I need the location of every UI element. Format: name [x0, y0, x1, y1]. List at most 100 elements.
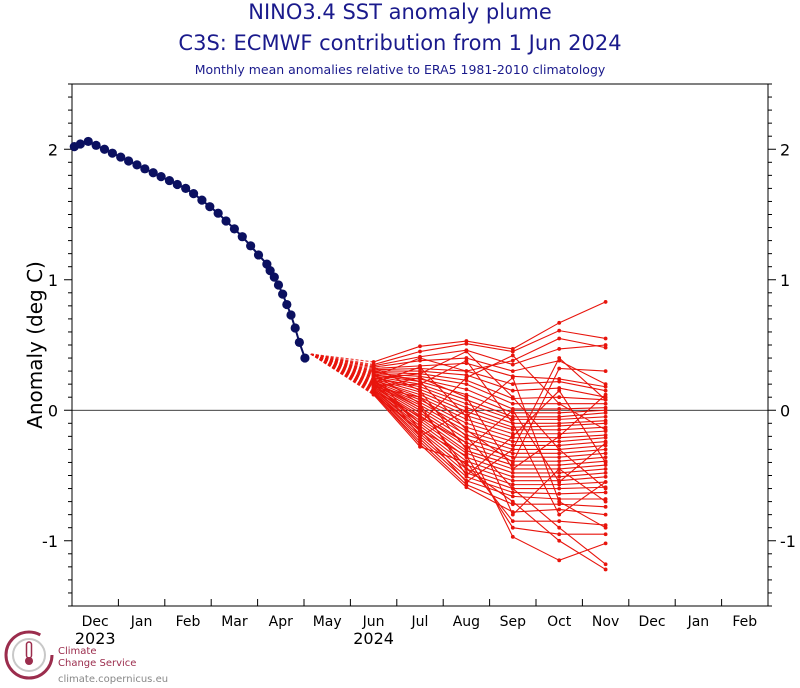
forecast-point [464, 405, 469, 410]
forecast-point [603, 401, 608, 406]
forecast-point [510, 463, 515, 467]
forecast-point [557, 395, 562, 400]
forecast-point [464, 467, 469, 471]
forecast-point [510, 502, 515, 507]
forecast-member-line [373, 350, 606, 489]
forecast-point [464, 454, 469, 458]
forecast-point [603, 336, 608, 341]
observed-point [265, 266, 275, 276]
forecast-member-line [373, 378, 606, 428]
forecast-point [557, 328, 562, 333]
observed-point [290, 323, 300, 333]
forecast-point [510, 467, 515, 471]
forecast-point [557, 439, 562, 444]
observed-point [286, 310, 296, 320]
forecast-point [603, 499, 608, 504]
forecast-point [557, 463, 562, 467]
forecast-point [603, 421, 608, 426]
forecast-point [557, 538, 562, 543]
observed-point [107, 148, 117, 158]
forecast-point [603, 486, 608, 491]
observed-point [140, 164, 150, 174]
forecast-point [557, 467, 562, 471]
forecast-point [510, 482, 515, 487]
observed-point [164, 175, 175, 186]
forecast-point [510, 388, 515, 393]
forecast-member-line [373, 301, 606, 363]
forecast-point [464, 395, 469, 400]
x-tick-label: Dec [638, 614, 665, 630]
forecast-point [510, 525, 515, 530]
forecast-point [371, 392, 376, 397]
forecast-member-line [373, 373, 606, 405]
forecast-point [557, 421, 562, 426]
chart-subtitle: C3S: ECMWF contribution from 1 Jun 2024 [178, 31, 622, 55]
forecast-point [510, 470, 515, 475]
y-tick-label-right: -1 [780, 532, 796, 551]
forecast-point [603, 443, 608, 448]
forecast-point [603, 392, 608, 397]
forecast-member-line [373, 391, 606, 500]
forecast-point [510, 382, 515, 387]
forecast-point [510, 414, 515, 419]
forecast-point [557, 366, 562, 371]
observed-point [181, 183, 191, 193]
forecast-point [603, 532, 608, 537]
forecast-point [557, 347, 562, 351]
x-tick-label: Mar [221, 614, 248, 630]
forecast-member-line [373, 373, 607, 477]
observed-point [116, 152, 126, 162]
forecast-point [371, 360, 376, 364]
c3s-logo: Climate Change Service climate.copernicu… [2, 628, 192, 688]
logo-line-1: Climate [58, 646, 97, 657]
x-tick-label: Feb [732, 614, 757, 630]
forecast-point [557, 486, 562, 491]
forecast-point [557, 447, 562, 452]
forecast-member-line [373, 377, 606, 424]
forecast-point [603, 451, 608, 456]
forecast-point [510, 439, 515, 444]
y-tick-label-right: 1 [780, 271, 790, 290]
forecast-point [603, 523, 608, 527]
forecast-point [557, 443, 562, 448]
forecast-point [603, 300, 608, 304]
forecast-point [371, 375, 376, 380]
observed-point [148, 168, 158, 178]
forecast-point [557, 502, 562, 507]
forecast-point [418, 379, 422, 384]
forecast-point [557, 424, 562, 428]
forecast-point [557, 491, 562, 496]
forecast-member-line [373, 330, 606, 366]
forecast-point [603, 418, 608, 423]
forecast-point [371, 370, 376, 375]
logo-url[interactable]: climate.copernicus.eu [58, 674, 169, 685]
forecast-point [464, 356, 469, 360]
forecast-point [603, 433, 608, 437]
forecast-member-line [373, 367, 606, 392]
forecast-point [557, 474, 562, 479]
forecast-point [603, 467, 608, 471]
forecast-point [603, 388, 608, 393]
forecast-point [557, 427, 562, 432]
forecast-point [464, 341, 469, 346]
forecast-point [510, 347, 515, 351]
y-tick-label-left: 2 [48, 140, 58, 159]
forecast-point [557, 356, 562, 360]
forecast-point [464, 392, 469, 397]
observed-point [75, 139, 85, 149]
forecast-point [603, 384, 608, 389]
forecast-point [418, 410, 422, 415]
observed-point [221, 216, 231, 226]
forecast-point [418, 397, 422, 402]
forecast-member-line [373, 388, 606, 482]
forecast-point [510, 460, 515, 465]
forecast-point [464, 373, 469, 377]
x-tick-label: Nov [592, 614, 619, 630]
observed-point [229, 224, 239, 234]
axes: -1 -1 0 0 1 1 2 2 Anomaly (deg C) Dec Jan Feb Mar Apr… [23, 83, 796, 648]
observed-point [213, 208, 223, 218]
forecast-member-line [373, 359, 606, 516]
x-tick-label: Dec [82, 614, 109, 630]
forecast-point [510, 478, 515, 483]
forecast-point [510, 358, 515, 363]
